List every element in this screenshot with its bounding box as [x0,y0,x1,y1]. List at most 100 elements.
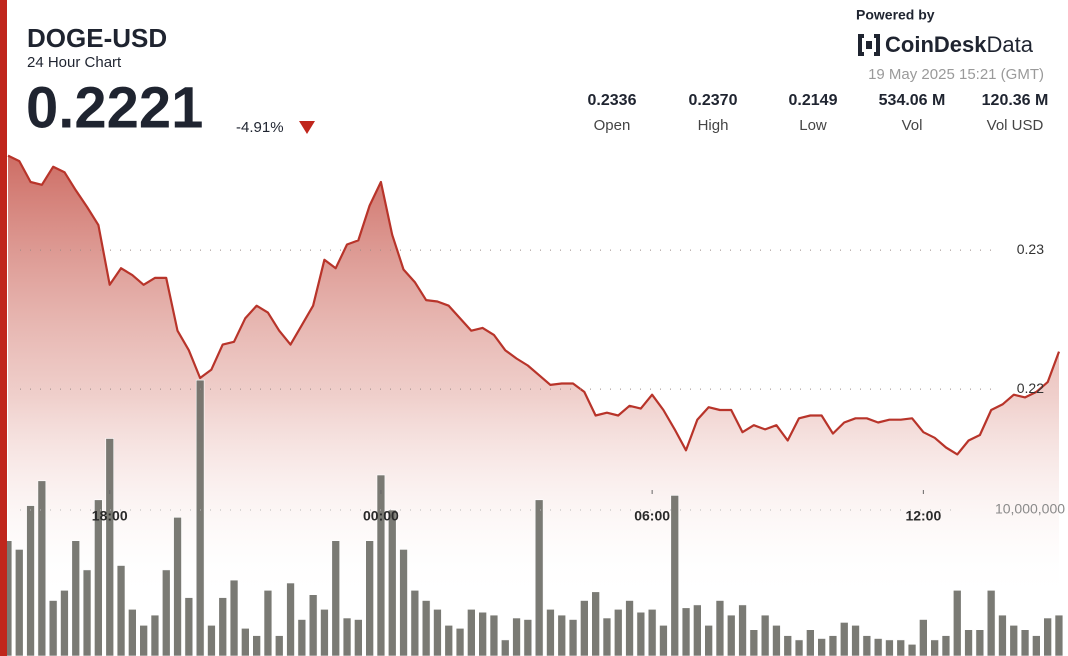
plot-area: 0.22 0.23 10,000,000 18:00 00:00 06:00 12:00 [3,154,1065,656]
volume-bar [760,614,770,656]
volume-bar [919,619,928,656]
volume-bar [263,589,273,656]
volume-bar [399,549,408,656]
volume-bar [828,635,838,656]
volume-bar [1020,629,1030,656]
volume-bar [546,608,555,656]
volume-bar [964,629,973,656]
price: 0.2221 [26,75,203,140]
brand-name: CoinDesk [885,32,987,57]
volume-bar [365,540,374,656]
volume-bar [162,569,171,656]
volume-bar [467,608,476,656]
volume-bar [331,540,340,656]
volume-bar [1043,617,1052,656]
volume-bar [726,614,736,656]
y2-tick-label: 10,000,000 [995,501,1065,517]
volume-bar [613,608,623,656]
volume-bar [772,624,781,656]
symbol: DOGE-USD [27,23,167,53]
timestamp: 19 May 2025 15:21 (GMT) [868,66,1044,83]
price-change: -4.91% [236,119,284,136]
volume-bar [455,627,465,656]
volume-bar [421,600,431,656]
volume-bar [60,589,69,656]
volume-bar [568,619,578,656]
brand: CoinDeskData [885,32,1034,57]
volume-bar [116,565,126,656]
volume-bar [173,516,182,656]
volume-bar [207,624,216,656]
volume-bar [625,600,634,656]
volume-bar [320,608,329,656]
volume-bar [941,635,951,656]
y-tick-label: 0.22 [1017,380,1044,396]
volume-bar [71,540,81,656]
volume-bar [862,635,872,656]
volume-bar [1032,635,1041,656]
volume-bar [839,622,849,656]
volume-bar [410,589,420,656]
stat-label: High [698,117,729,134]
volume-bar [704,624,713,656]
stat-value: 0.2336 [588,92,637,109]
price-line [7,154,1061,456]
price-area [8,155,1059,656]
volume-bar [252,635,261,656]
volume-bar [376,474,386,656]
stat-label: Open [594,117,631,134]
volume-bar [489,614,499,656]
volume-bar [670,495,679,656]
volume-bar [794,639,804,656]
volume-bar [851,624,860,656]
volume-bar [647,608,657,656]
volume-bar [749,629,759,656]
volume-bar [783,635,792,656]
x-tick-label: 06:00 [634,508,670,524]
volume-bar [387,509,397,656]
volume-bar [82,569,92,656]
brand-logo [858,34,880,56]
volume-bar [817,638,826,656]
volume-bar [297,619,307,656]
volume-bar [512,617,521,656]
volume-bar [975,629,985,656]
stat-value: 534.06 M [879,92,946,109]
stat-value: 0.2370 [689,92,738,109]
volume-bar [218,597,228,656]
y-tick-label: 0.23 [1017,241,1044,257]
volume-bar [1054,614,1064,656]
volume-bar [241,627,250,656]
x-tick-label: 12:00 [905,508,941,524]
brand-suffix: Data [986,32,1033,57]
volume-bar [896,639,905,656]
stats: 0.2336 Open 0.2370 High 0.2149 Low 534.06 M Vol… [588,92,1049,134]
volume-bar [602,617,612,656]
volume-bar [986,589,996,656]
down-arrow [299,121,315,134]
volume-bar [591,591,600,656]
volume-bar [478,611,487,656]
volume-bar [885,639,894,656]
volume-bar [195,379,205,656]
volume-bar [873,638,883,656]
volume-bar [342,617,352,656]
volume-bar [128,608,137,656]
volume-bar [500,639,510,656]
volume-bar [139,624,148,656]
volume-bar [523,619,533,656]
volume-bar [433,608,442,656]
volume-bar [952,589,962,656]
volume-bar [308,594,318,656]
stat-value: 120.36 M [982,92,1049,109]
volume-bar [48,600,58,656]
volume-bar [998,614,1007,656]
subtitle: 24 Hour Chart [27,54,122,71]
stat-label: Vol USD [987,117,1044,134]
volume-bar [693,604,702,656]
stat-label: Vol [902,117,923,134]
volume-bar [907,643,917,656]
x-tick-label: 18:00 [92,508,128,524]
